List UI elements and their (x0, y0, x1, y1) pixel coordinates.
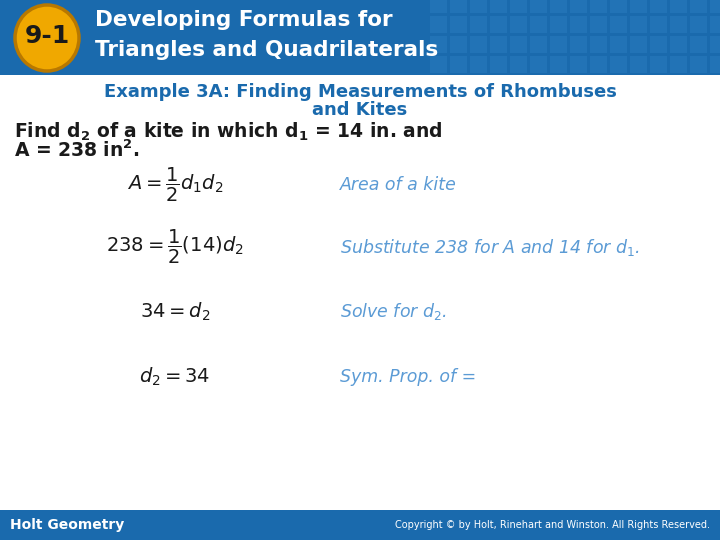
Text: $A=\dfrac{1}{2}d_1d_2$: $A=\dfrac{1}{2}d_1d_2$ (127, 166, 223, 204)
Bar (550, 36, 567, 53)
Bar (670, 36, 687, 53)
Text: $\mathbf{A}$ = 238 in$\mathbf{^2}$.: $\mathbf{A}$ = 238 in$\mathbf{^2}$. (14, 139, 140, 161)
Bar (610, 0, 627, 13)
Bar (450, 36, 467, 53)
Bar (670, 0, 687, 13)
Bar (430, 0, 447, 13)
Text: $34 = d_2$: $34 = d_2$ (140, 301, 210, 323)
Bar (470, 36, 487, 53)
Bar (490, 16, 507, 33)
Bar (510, 16, 527, 33)
Text: Copyright © by Holt, Rinehart and Winston. All Rights Reserved.: Copyright © by Holt, Rinehart and Winsto… (395, 520, 710, 530)
Text: 9-1: 9-1 (24, 24, 70, 48)
Text: Triangles and Quadrilaterals: Triangles and Quadrilaterals (95, 40, 438, 60)
Bar (530, 36, 547, 53)
Bar (530, 56, 547, 73)
Bar (590, 16, 607, 33)
Text: Example 3A: Finding Measurements of Rhombuses: Example 3A: Finding Measurements of Rhom… (104, 83, 616, 101)
Bar (590, 36, 607, 53)
Bar (610, 56, 627, 73)
Bar (710, 56, 720, 73)
Text: Area of a kite: Area of a kite (340, 176, 457, 194)
Ellipse shape (15, 5, 79, 71)
Bar (570, 56, 587, 73)
Bar (530, 16, 547, 33)
Bar (650, 56, 667, 73)
Text: Sym. Prop. of =: Sym. Prop. of = (340, 368, 476, 386)
Bar (690, 0, 707, 13)
Bar (490, 36, 507, 53)
Bar (490, 56, 507, 73)
Bar (470, 0, 487, 13)
Bar (670, 56, 687, 73)
Bar (590, 56, 607, 73)
Text: Substitute 238 for $A$ and 14 for $d_1$.: Substitute 238 for $A$ and 14 for $d_1$. (340, 237, 640, 258)
Bar (610, 16, 627, 33)
Bar (610, 36, 627, 53)
Text: $238=\dfrac{1}{2}(14)d_2$: $238=\dfrac{1}{2}(14)d_2$ (106, 228, 244, 266)
Bar (550, 16, 567, 33)
Bar (430, 56, 447, 73)
Bar (470, 16, 487, 33)
Bar (710, 0, 720, 13)
Bar (550, 0, 567, 13)
Text: $d_2 = 34$: $d_2 = 34$ (140, 366, 211, 388)
Bar (510, 0, 527, 13)
Bar (650, 16, 667, 33)
Bar (510, 56, 527, 73)
Bar (670, 16, 687, 33)
Bar (630, 56, 647, 73)
Bar (710, 16, 720, 33)
Bar (630, 0, 647, 13)
Text: Holt Geometry: Holt Geometry (10, 518, 125, 532)
Bar (570, 36, 587, 53)
Text: Developing Formulas for: Developing Formulas for (95, 10, 392, 30)
Bar (0, 0, 720, 75)
Bar (570, 0, 587, 13)
Bar (710, 36, 720, 53)
Bar (690, 56, 707, 73)
Bar (470, 56, 487, 73)
Bar (650, 36, 667, 53)
Bar (690, 16, 707, 33)
Bar (630, 16, 647, 33)
Bar (590, 0, 607, 13)
Bar (450, 56, 467, 73)
Bar (690, 36, 707, 53)
Text: Find $\mathbf{d_2}$ of a kite in which $\mathbf{d_1}$ = 14 in. and: Find $\mathbf{d_2}$ of a kite in which $… (14, 121, 443, 143)
Bar (650, 0, 667, 13)
Bar (570, 16, 587, 33)
Bar (550, 56, 567, 73)
Bar (450, 16, 467, 33)
Bar (450, 0, 467, 13)
Bar (0, 510, 720, 540)
Bar (430, 16, 447, 33)
Bar (510, 36, 527, 53)
Text: Solve for $d_2$.: Solve for $d_2$. (340, 301, 447, 322)
Bar (430, 36, 447, 53)
Bar (490, 0, 507, 13)
Bar (630, 36, 647, 53)
Bar (530, 0, 547, 13)
Text: and Kites: and Kites (312, 101, 408, 119)
